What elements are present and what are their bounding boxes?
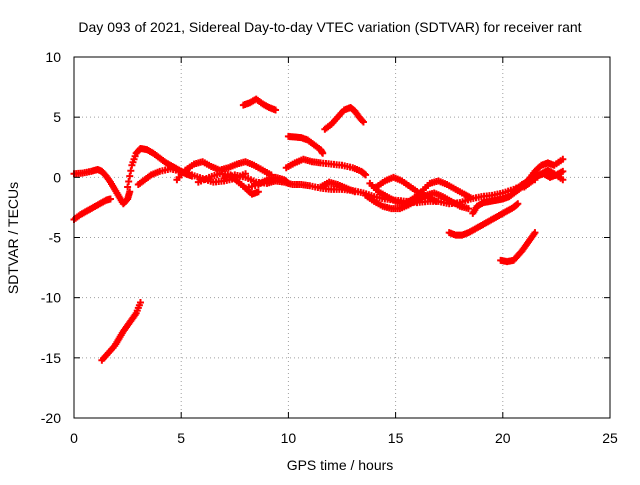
data-point xyxy=(319,149,327,157)
x-tick-label: 5 xyxy=(177,430,185,446)
data-series-track-t xyxy=(497,229,539,266)
x-tick-label: 15 xyxy=(388,430,404,446)
data-point xyxy=(125,178,133,186)
x-tick-label: 0 xyxy=(70,430,78,446)
data-series-track-q xyxy=(445,200,522,239)
data-point xyxy=(362,171,370,179)
data-series-track-n xyxy=(366,177,475,208)
y-tick-label: 10 xyxy=(45,49,61,65)
data-series-track-a xyxy=(70,195,114,223)
data-point xyxy=(254,188,262,196)
y-tick-label: -5 xyxy=(49,230,62,246)
y-tick-label: -20 xyxy=(41,410,61,426)
y-tick-label: -15 xyxy=(41,350,61,366)
chart-title: Day 093 of 2021, Sidereal Day-to-day VTE… xyxy=(78,19,581,35)
data-series-track-l xyxy=(282,155,370,179)
data-point xyxy=(467,194,475,202)
data-point xyxy=(432,197,440,205)
x-axis-label: GPS time / hours xyxy=(287,457,394,473)
y-tick-label: -10 xyxy=(41,290,61,306)
x-tick-label: 25 xyxy=(602,430,618,446)
data-series-track-j xyxy=(284,132,327,157)
data-series-track-p xyxy=(362,189,472,213)
y-tick-label: 0 xyxy=(53,169,61,185)
data-point xyxy=(136,298,144,306)
data-point xyxy=(284,179,292,187)
data-point xyxy=(127,167,135,175)
data-point xyxy=(559,167,567,175)
data-point xyxy=(358,117,366,125)
data-series-track-o xyxy=(372,173,440,205)
data-point xyxy=(531,229,539,237)
axis-ticks: 0 5 10 15 20 25 -20 -15 -10 -5 0 5 10 xyxy=(41,49,618,446)
y-axis-label: SDTVAR / TECUs xyxy=(5,182,21,294)
data-point xyxy=(559,176,567,184)
data-series-track-m xyxy=(317,178,359,196)
data-point xyxy=(559,155,567,163)
data-series-track-b xyxy=(70,166,134,208)
data-series-track-i xyxy=(239,95,280,114)
data-point xyxy=(126,172,134,180)
data-point xyxy=(464,205,472,213)
data-point xyxy=(126,188,134,196)
x-tick-label: 10 xyxy=(281,430,297,446)
data-point xyxy=(359,118,367,126)
data-series-track-h xyxy=(242,173,292,192)
x-tick-label: 20 xyxy=(495,430,511,446)
data-point xyxy=(351,188,359,196)
data-series-track-u xyxy=(520,167,567,191)
data-series-track-v xyxy=(98,298,144,364)
data-point xyxy=(124,183,132,191)
data-points xyxy=(70,95,567,364)
data-point xyxy=(514,200,522,208)
data-point xyxy=(272,106,280,114)
data-series-track-k xyxy=(321,104,367,133)
grid xyxy=(74,57,610,418)
data-point xyxy=(106,195,114,203)
y-tick-label: 5 xyxy=(53,109,61,125)
